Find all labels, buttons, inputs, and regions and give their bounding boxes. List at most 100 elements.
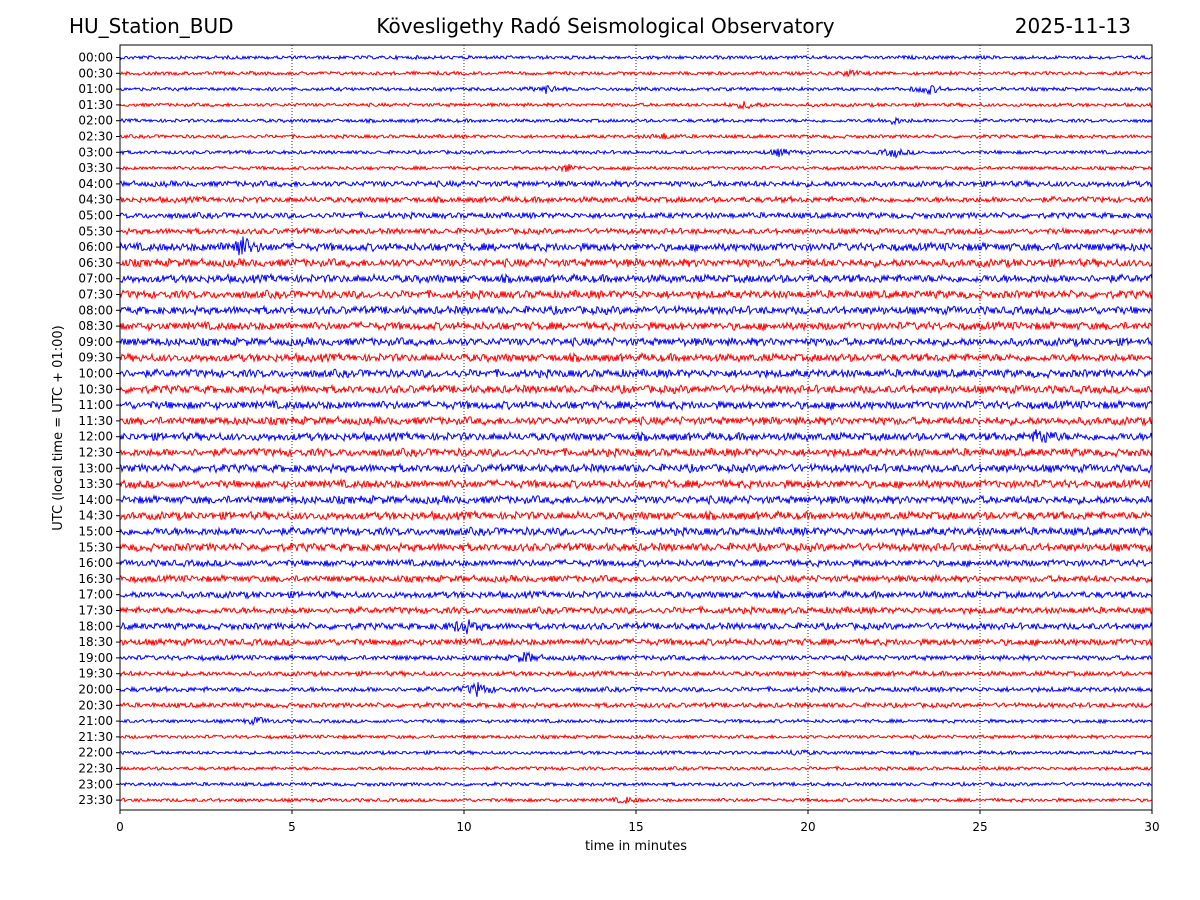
trace-0000 (119, 53, 1153, 61)
y-tick-label: 14:30 (78, 509, 113, 523)
chart-title: Kövesligethy Radó Seismological Observat… (376, 14, 835, 38)
y-tick-label: 11:00 (78, 398, 113, 412)
trace-0330 (119, 164, 1153, 173)
y-tick-label: 03:00 (78, 145, 113, 159)
trace-0600 (119, 236, 1153, 256)
x-tick-label: 0 (116, 820, 124, 834)
y-tick-label: 23:00 (78, 777, 113, 791)
trace-1900 (119, 650, 1153, 663)
trace-0130 (119, 100, 1153, 111)
y-tick-label: 17:30 (78, 604, 113, 618)
y-tick-label: 09:00 (78, 335, 113, 349)
y-tick-label: 11:30 (78, 414, 113, 428)
trace-0800 (119, 304, 1153, 317)
trace-0930 (119, 351, 1153, 364)
y-tick-label: 20:30 (78, 698, 113, 712)
trace-1930 (119, 669, 1153, 679)
y-tick-label: 06:00 (78, 240, 113, 254)
trace-1430 (119, 509, 1153, 522)
trace-0530 (119, 226, 1153, 237)
y-tick-label: 16:00 (78, 556, 113, 570)
trace-1700 (119, 589, 1153, 600)
y-tick-label: 01:30 (78, 98, 113, 112)
trace-2300 (119, 780, 1153, 788)
y-tick-label: 12:30 (78, 446, 113, 460)
trace-1600 (119, 557, 1153, 569)
grid-lines (291, 45, 981, 810)
trace-2030 (119, 700, 1153, 710)
y-tick-label: 02:30 (78, 130, 113, 144)
trace-0430 (119, 194, 1153, 205)
x-tick-label: 10 (456, 820, 471, 834)
y-tick-label: 13:00 (78, 461, 113, 475)
x-tick-label: 30 (1144, 820, 1159, 834)
x-axis: 0 5 10 15 20 25 30 (116, 810, 1160, 834)
x-tick-label: 5 (288, 820, 296, 834)
trace-1130 (119, 415, 1153, 427)
y-tick-label: 13:30 (78, 477, 113, 491)
seismic-traces (119, 53, 1153, 804)
trace-0400 (119, 179, 1153, 189)
trace-1000 (119, 367, 1153, 380)
trace-0500 (119, 210, 1153, 221)
y-tick-label: 10:30 (78, 382, 113, 396)
trace-0700 (119, 272, 1153, 285)
y-tick-label: 08:00 (78, 303, 113, 317)
trace-1030 (119, 383, 1153, 396)
trace-0900 (119, 336, 1153, 348)
y-tick-label: 20:00 (78, 683, 113, 697)
trace-0830 (119, 320, 1153, 333)
trace-1630 (119, 573, 1153, 585)
trace-2200 (119, 748, 1153, 757)
y-axis-label: UTC (local time = UTC + 01:00) (51, 325, 66, 530)
trace-2100 (119, 716, 1153, 727)
y-tick-label: 21:30 (78, 730, 113, 744)
trace-1500 (119, 525, 1153, 538)
y-tick-label: 08:30 (78, 319, 113, 333)
trace-0030 (119, 68, 1153, 78)
y-tick-label: 17:00 (78, 588, 113, 602)
y-tick-label: 16:30 (78, 572, 113, 586)
station-label: HU_Station_BUD (69, 14, 234, 38)
trace-2330 (119, 796, 1153, 804)
trace-2230 (119, 765, 1153, 772)
y-tick-label: 00:30 (78, 66, 113, 80)
y-tick-label: 12:00 (78, 430, 113, 444)
trace-0230 (119, 132, 1153, 140)
y-tick-label: 04:00 (78, 177, 113, 191)
trace-1100 (119, 399, 1153, 412)
trace-1800 (119, 619, 1153, 635)
y-tick-label: 01:00 (78, 82, 113, 96)
trace-1530 (119, 541, 1153, 554)
trace-1200 (119, 429, 1153, 444)
date-label: 2025-11-13 (1014, 14, 1131, 38)
x-tick-label: 15 (628, 820, 643, 834)
y-tick-label: 15:00 (78, 525, 113, 539)
y-tick-label: 19:30 (78, 667, 113, 681)
y-tick-label: 03:30 (78, 161, 113, 175)
y-tick-label: 02:00 (78, 114, 113, 128)
x-tick-label: 25 (972, 820, 987, 834)
y-tick-label: 14:00 (78, 493, 113, 507)
trace-0300 (119, 147, 1153, 159)
trace-2000 (119, 682, 1153, 697)
trace-0730 (119, 288, 1153, 301)
trace-2130 (119, 733, 1153, 741)
trace-1830 (119, 636, 1153, 648)
y-tick-label: 04:30 (78, 193, 113, 207)
trace-1230 (119, 446, 1153, 459)
y-tick-label: 05:30 (78, 224, 113, 238)
y-tick-label: 05:00 (78, 209, 113, 223)
y-tick-label: 09:30 (78, 351, 113, 365)
y-tick-label: 18:30 (78, 635, 113, 649)
y-tick-label: 23:30 (78, 793, 113, 807)
trace-0630 (119, 257, 1153, 269)
y-tick-label: 22:30 (78, 762, 113, 776)
trace-0200 (119, 116, 1153, 126)
y-tick-label: 15:30 (78, 540, 113, 554)
trace-1730 (119, 605, 1153, 616)
trace-1330 (119, 478, 1153, 491)
trace-0100 (119, 84, 1153, 96)
